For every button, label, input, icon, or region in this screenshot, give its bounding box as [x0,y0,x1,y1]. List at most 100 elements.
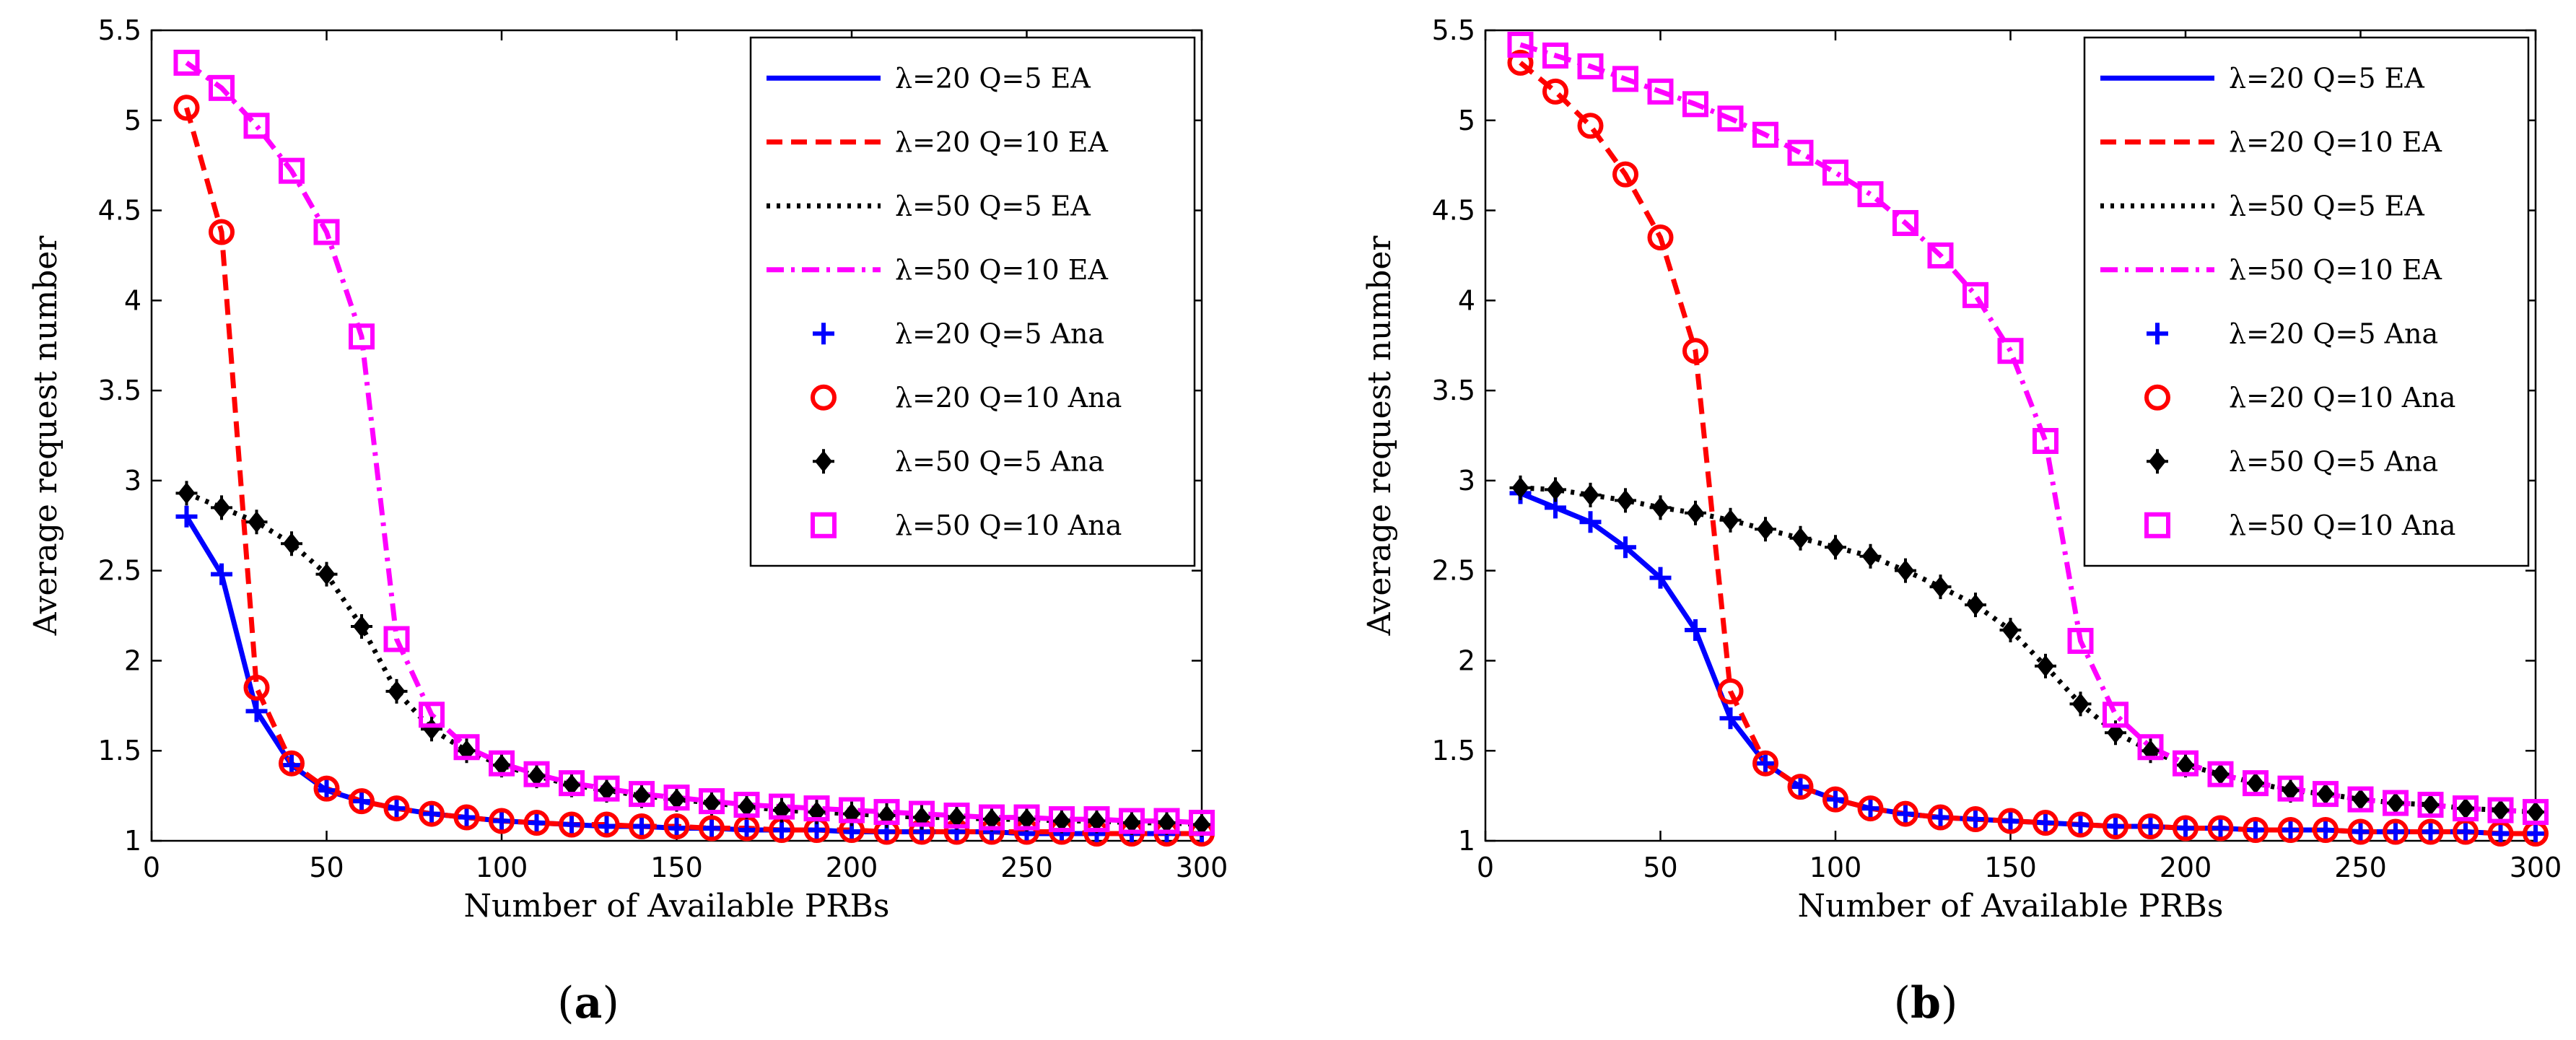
data-point [979,804,1005,831]
y-tick-label: 3.5 [1432,375,1475,406]
data-point [629,813,655,840]
data-point [453,734,480,761]
legend-label: λ=50 Q=5 EA [895,190,1091,222]
data-point [1892,800,1918,827]
data-point [1719,507,1742,533]
data-point [2315,819,2336,842]
data-point [1895,803,1916,825]
data-point [315,561,338,587]
data-point [2417,792,2444,818]
data-point [243,674,270,701]
data-point [1013,804,1040,831]
data-point [559,770,585,797]
legend-label: λ=50 Q=10 Ana [2229,510,2455,541]
data-point [2313,817,2339,844]
data-point [839,797,865,823]
data-point [1927,242,1954,268]
data-point [2523,799,2549,826]
y-tick-label: 4 [124,284,141,316]
y-axis-title: Average request number [1361,235,1398,637]
legend-marker [813,449,834,474]
y-tick-label: 5.5 [98,14,141,46]
legend: λ=20 Q=5 EA λ=20 Q=10 EA λ=50 Q=5 EA λ=50 Q… [2083,36,2530,567]
x-tick-label: 200 [2160,852,2212,883]
data-point [2489,798,2512,823]
data-point [1189,810,1215,836]
y-tick-label: 5 [1458,105,1475,136]
plot-area [1507,31,2549,847]
data-point [699,788,725,815]
data-point [175,481,198,506]
data-point [803,795,830,822]
x-tick-label: 0 [1477,852,1494,883]
data-point [1789,776,1812,798]
data-point [2033,427,2058,454]
data-point [1927,804,1954,831]
data-point [1999,618,2022,643]
data-point [2277,775,2304,802]
data-point [491,753,512,778]
data-point [1577,113,1604,139]
data-point [385,798,408,820]
data-point [1685,619,1706,642]
data-point [2067,811,2094,838]
data-point [1577,53,1604,79]
data-point [173,95,200,121]
legend-label: λ=20 Q=10 EA [895,126,1109,158]
data-point [909,800,935,827]
data-point [1083,806,1110,833]
data-point [175,505,198,528]
data-point [1859,543,1882,569]
panel-letter: b [1911,978,1941,1028]
legend-box [2083,36,2530,567]
data-point [1787,774,1814,800]
legend-label: λ=20 Q=10 EA [2229,126,2442,158]
data-point [663,785,690,811]
data-point [1507,31,1534,58]
data-point [1717,105,1744,132]
data-point [455,806,478,829]
data-point [2279,819,2302,842]
data-point [421,717,442,742]
data-point [1895,558,1916,583]
data-point [1612,66,1638,92]
data-point [1649,495,1672,520]
data-point [243,113,270,139]
panel-caption: (b) [1894,978,1958,1028]
data-point [2383,790,2409,816]
legend: λ=20 Q=5 EA λ=20 Q=10 EA λ=50 Q=5 EA λ=50 Q… [749,36,1196,567]
data-point [663,813,690,840]
data-point [1965,808,1986,831]
data-point [349,323,375,350]
data-point [1965,593,1986,618]
y-tick-label: 4 [1458,284,1475,316]
data-point [173,49,200,76]
legend-marker [2147,449,2168,474]
data-point [735,794,758,819]
data-point [421,803,442,825]
data-point [2417,818,2444,845]
y-tick-label: 3 [124,465,141,497]
data-point [419,702,445,728]
data-point [1647,224,1674,250]
data-point [489,808,515,834]
data-point [523,761,550,787]
data-point [2245,819,2266,842]
data-point [1997,808,2024,834]
data-point [1859,798,1882,820]
data-point [2385,790,2406,816]
data-point [211,495,232,520]
data-point [1579,482,1602,507]
legend-label: λ=20 Q=5 Ana [2229,318,2438,349]
legend-label: λ=50 Q=10 EA [2229,254,2442,286]
panel-a: 0 50 100 150 200 250 300 1 1.5 2 2.5 3 3.5 4 4.5 5 5.5 Nu… [27,14,1228,1028]
data-point [1825,535,1846,560]
data-point [1649,567,1672,589]
data-point [2455,821,2476,843]
legend-label: λ=20 Q=5 EA [895,62,1091,94]
data-point [1789,525,1812,551]
data-point [1999,810,2022,832]
data-point [1892,210,1918,237]
x-axis-title: Number of Available PRBs [464,888,890,925]
legend-label: λ=50 Q=10 Ana [895,510,1122,541]
